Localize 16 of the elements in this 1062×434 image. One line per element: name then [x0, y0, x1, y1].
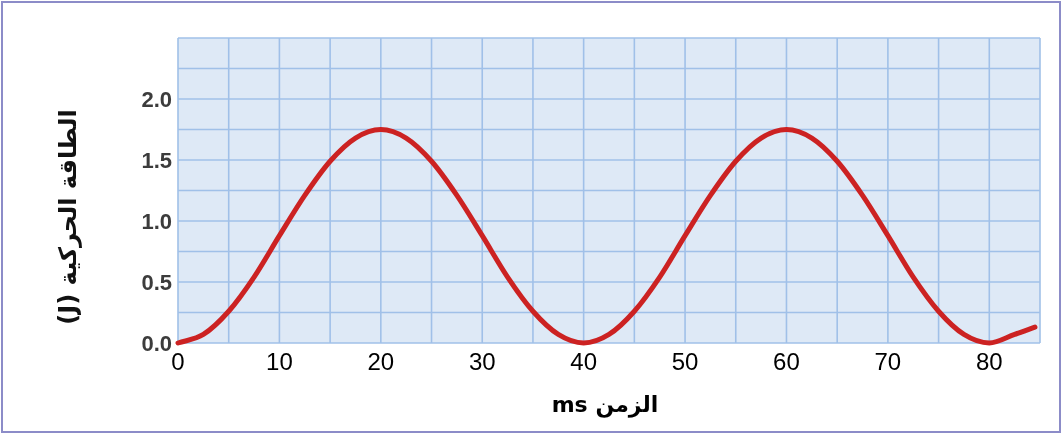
x-axis-title: الزمن ms: [551, 392, 659, 418]
y-tick-label: 0.0: [141, 331, 172, 356]
y-axis-title: الطاقة الحركية (J): [54, 109, 82, 325]
x-tick-label: 40: [570, 348, 597, 375]
x-tick-label: 80: [975, 348, 1003, 375]
y-tick-label: 1.5: [141, 148, 172, 173]
x-tick-label: 60: [773, 348, 800, 375]
x-tick-label: 70: [874, 348, 902, 375]
x-tick-label: 50: [671, 348, 699, 375]
y-tick-label: 0.5: [141, 270, 172, 295]
y-tick-label: 2.0: [141, 87, 172, 112]
x-tick-label: 30: [468, 348, 496, 375]
y-tick-label: 1.0: [141, 209, 172, 234]
x-tick-label: 0: [171, 348, 185, 375]
x-tick-label: 20: [367, 348, 395, 375]
x-tick-label: 10: [266, 348, 293, 375]
